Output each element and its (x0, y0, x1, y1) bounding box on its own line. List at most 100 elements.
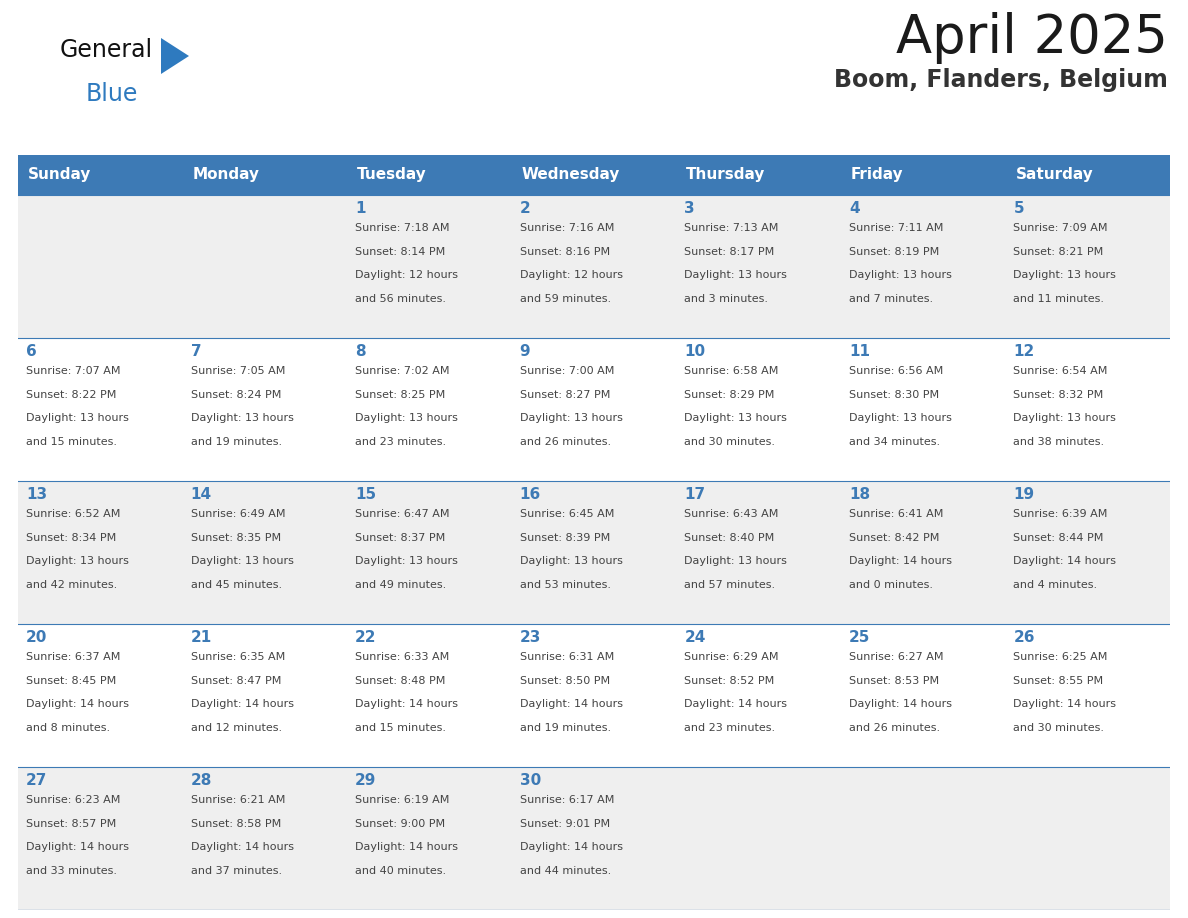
Text: 22: 22 (355, 630, 377, 645)
Text: Sunrise: 6:49 AM: Sunrise: 6:49 AM (190, 509, 285, 519)
Text: Daylight: 14 hours: Daylight: 14 hours (1013, 556, 1117, 566)
Text: Sunset: 8:37 PM: Sunset: 8:37 PM (355, 532, 446, 543)
Text: and 19 minutes.: and 19 minutes. (519, 722, 611, 733)
Bar (183, 767, 347, 910)
Text: Sunset: 8:42 PM: Sunset: 8:42 PM (849, 532, 940, 543)
Text: Sunset: 8:21 PM: Sunset: 8:21 PM (1013, 247, 1104, 257)
Bar (18, 624, 183, 767)
Text: and 23 minutes.: and 23 minutes. (684, 722, 776, 733)
Text: and 26 minutes.: and 26 minutes. (849, 722, 940, 733)
Bar (676, 624, 841, 767)
Text: Sunset: 8:35 PM: Sunset: 8:35 PM (190, 532, 280, 543)
Text: and 53 minutes.: and 53 minutes. (519, 580, 611, 589)
Text: Daylight: 13 hours: Daylight: 13 hours (849, 270, 952, 280)
Text: and 59 minutes.: and 59 minutes. (519, 294, 611, 304)
Text: Sunrise: 6:45 AM: Sunrise: 6:45 AM (519, 509, 614, 519)
Text: Sunset: 8:48 PM: Sunset: 8:48 PM (355, 676, 446, 686)
Text: Sunset: 8:16 PM: Sunset: 8:16 PM (519, 247, 609, 257)
Text: Daylight: 12 hours: Daylight: 12 hours (519, 270, 623, 280)
Bar (1005, 195, 1170, 338)
Text: 12: 12 (1013, 344, 1035, 359)
Text: Daylight: 14 hours: Daylight: 14 hours (849, 700, 952, 710)
Text: Boom, Flanders, Belgium: Boom, Flanders, Belgium (834, 68, 1168, 92)
Text: 23: 23 (519, 630, 541, 645)
Bar (841, 481, 1005, 624)
Text: 21: 21 (190, 630, 211, 645)
Text: and 37 minutes.: and 37 minutes. (190, 866, 282, 876)
Text: Daylight: 13 hours: Daylight: 13 hours (684, 270, 788, 280)
Text: Sunrise: 6:56 AM: Sunrise: 6:56 AM (849, 366, 943, 376)
Text: and 7 minutes.: and 7 minutes. (849, 294, 933, 304)
Text: Daylight: 13 hours: Daylight: 13 hours (26, 556, 128, 566)
Text: Sunrise: 6:47 AM: Sunrise: 6:47 AM (355, 509, 449, 519)
Text: Sunrise: 7:02 AM: Sunrise: 7:02 AM (355, 366, 449, 376)
Text: Sunrise: 7:07 AM: Sunrise: 7:07 AM (26, 366, 120, 376)
Bar (841, 195, 1005, 338)
Text: Daylight: 14 hours: Daylight: 14 hours (355, 842, 459, 852)
Text: and 49 minutes.: and 49 minutes. (355, 580, 447, 589)
Text: 11: 11 (849, 344, 870, 359)
Text: and 33 minutes.: and 33 minutes. (26, 866, 116, 876)
Text: Wednesday: Wednesday (522, 167, 620, 183)
Text: and 15 minutes.: and 15 minutes. (26, 437, 116, 447)
Text: Daylight: 13 hours: Daylight: 13 hours (519, 413, 623, 423)
Text: Sunset: 8:57 PM: Sunset: 8:57 PM (26, 819, 116, 829)
Text: 19: 19 (1013, 487, 1035, 502)
Text: and 44 minutes.: and 44 minutes. (519, 866, 611, 876)
Text: and 15 minutes.: and 15 minutes. (355, 722, 447, 733)
Bar (1005, 767, 1170, 910)
Text: Sunset: 8:22 PM: Sunset: 8:22 PM (26, 389, 116, 399)
Text: 25: 25 (849, 630, 871, 645)
Text: Sunset: 8:32 PM: Sunset: 8:32 PM (1013, 389, 1104, 399)
Text: Sunrise: 6:54 AM: Sunrise: 6:54 AM (1013, 366, 1107, 376)
Text: and 12 minutes.: and 12 minutes. (190, 722, 282, 733)
Text: Daylight: 13 hours: Daylight: 13 hours (684, 556, 788, 566)
Bar (347, 195, 512, 338)
Text: Daylight: 14 hours: Daylight: 14 hours (684, 700, 788, 710)
Bar (512, 155, 676, 195)
Text: Sunrise: 6:35 AM: Sunrise: 6:35 AM (190, 652, 285, 662)
Text: Daylight: 13 hours: Daylight: 13 hours (355, 413, 459, 423)
Text: Daylight: 12 hours: Daylight: 12 hours (355, 270, 459, 280)
Bar (183, 338, 347, 481)
Text: Sunset: 8:58 PM: Sunset: 8:58 PM (190, 819, 280, 829)
Text: 14: 14 (190, 487, 211, 502)
Text: 9: 9 (519, 344, 530, 359)
Text: 4: 4 (849, 201, 859, 216)
Text: Sunrise: 6:25 AM: Sunrise: 6:25 AM (1013, 652, 1107, 662)
Text: Sunset: 9:01 PM: Sunset: 9:01 PM (519, 819, 609, 829)
Text: 8: 8 (355, 344, 366, 359)
Text: Daylight: 14 hours: Daylight: 14 hours (26, 700, 129, 710)
Text: Daylight: 13 hours: Daylight: 13 hours (684, 413, 788, 423)
Text: 10: 10 (684, 344, 706, 359)
Bar (841, 767, 1005, 910)
Text: 6: 6 (26, 344, 37, 359)
Text: Sunset: 8:55 PM: Sunset: 8:55 PM (1013, 676, 1104, 686)
Text: and 0 minutes.: and 0 minutes. (849, 580, 933, 589)
Text: Daylight: 13 hours: Daylight: 13 hours (26, 413, 128, 423)
Text: and 8 minutes.: and 8 minutes. (26, 722, 110, 733)
Bar (512, 195, 676, 338)
Bar (18, 338, 183, 481)
Text: and 11 minutes.: and 11 minutes. (1013, 294, 1105, 304)
Bar (1005, 481, 1170, 624)
Text: Saturday: Saturday (1016, 167, 1093, 183)
Bar (18, 195, 183, 338)
Text: Daylight: 13 hours: Daylight: 13 hours (190, 413, 293, 423)
Text: Daylight: 14 hours: Daylight: 14 hours (849, 556, 952, 566)
Text: Sunset: 8:24 PM: Sunset: 8:24 PM (190, 389, 280, 399)
Text: Sunrise: 6:58 AM: Sunrise: 6:58 AM (684, 366, 778, 376)
Text: and 30 minutes.: and 30 minutes. (1013, 722, 1105, 733)
Text: April 2025: April 2025 (896, 12, 1168, 64)
Text: Daylight: 14 hours: Daylight: 14 hours (26, 842, 129, 852)
Bar (347, 481, 512, 624)
Text: Tuesday: Tuesday (358, 167, 426, 183)
Text: Sunset: 8:25 PM: Sunset: 8:25 PM (355, 389, 446, 399)
Text: Sunset: 8:14 PM: Sunset: 8:14 PM (355, 247, 446, 257)
Text: Sunset: 8:52 PM: Sunset: 8:52 PM (684, 676, 775, 686)
Text: 27: 27 (26, 773, 48, 788)
Bar (512, 481, 676, 624)
Text: Sunrise: 6:27 AM: Sunrise: 6:27 AM (849, 652, 943, 662)
Text: and 26 minutes.: and 26 minutes. (519, 437, 611, 447)
Bar (183, 624, 347, 767)
